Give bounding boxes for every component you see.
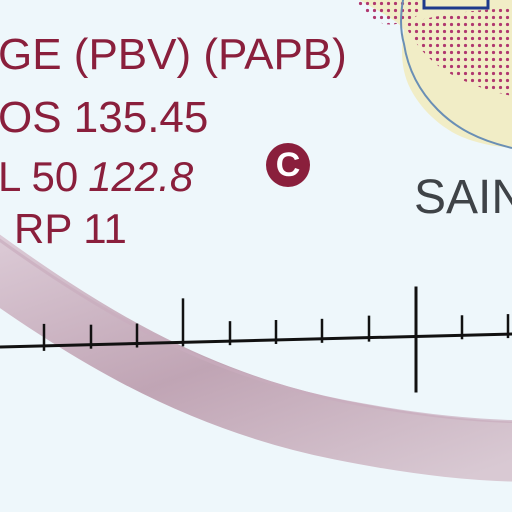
town-outline xyxy=(400,0,512,149)
airspace-arc xyxy=(0,234,512,482)
frequency-prefix: L 50 xyxy=(0,153,79,200)
city-label: SAIN xyxy=(414,171,512,224)
circled-c-icon: C xyxy=(266,143,310,187)
airspace-arc-inner-edge xyxy=(0,238,512,424)
town-stipple-2 xyxy=(404,8,512,96)
frequency-label-line-3: L 50 122.8 xyxy=(0,153,193,201)
scale-line xyxy=(0,332,512,349)
frequency-value: 122.8 xyxy=(88,153,194,200)
town-stipple-1 xyxy=(355,0,422,25)
frequency-label-line-2: OS 135.45 xyxy=(0,93,209,142)
town-area xyxy=(355,0,512,149)
frequency-label-line-4: RP 11 xyxy=(14,205,127,252)
frequency-label-line-1: GE (PBV) (PAPB) xyxy=(0,30,347,79)
distance-scale xyxy=(0,286,512,393)
town-box xyxy=(422,0,490,10)
